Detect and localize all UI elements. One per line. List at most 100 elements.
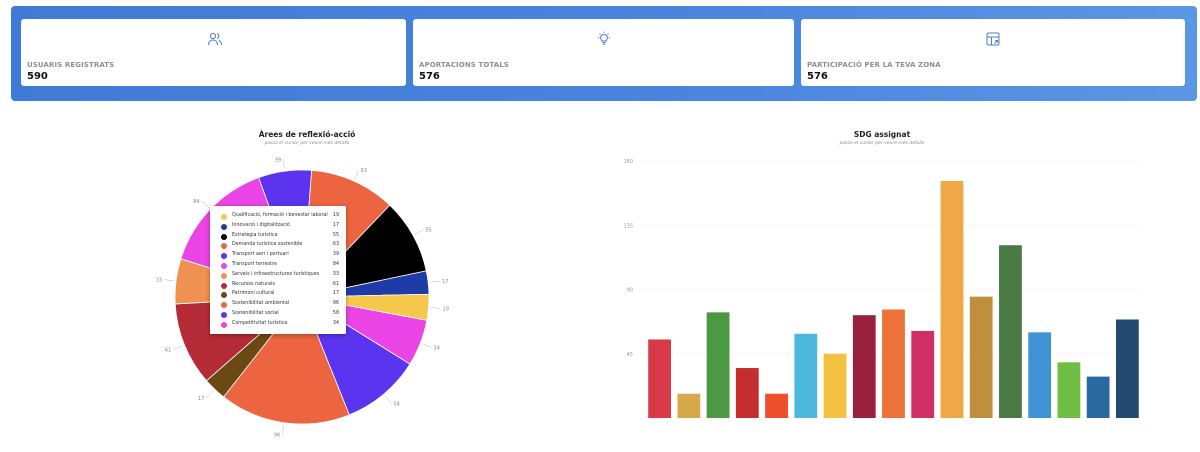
- legend-color-dot: [221, 302, 227, 309]
- stat-label: PARTICIPACIÓ PER LA TEVA ZONA: [807, 61, 941, 69]
- bar[interactable]: [794, 333, 818, 418]
- bar-chart-subtitle: passa el cursor per veure més detalls: [839, 141, 925, 146]
- legend-value: 34: [332, 320, 339, 326]
- bar-chart[interactable]: 45 90 135 180: [600, 0, 1200, 452]
- bar[interactable]: [852, 315, 876, 418]
- legend-color-dot: [221, 321, 227, 328]
- pie-data-label: 17: [442, 279, 448, 285]
- legend-value: 55: [332, 232, 339, 238]
- pie-label-line: [430, 280, 441, 283]
- legend-value: 39: [332, 252, 339, 258]
- y-tick-label: 90: [627, 288, 633, 294]
- bar[interactable]: [1028, 332, 1052, 418]
- pie-data-label: 58: [393, 401, 399, 407]
- legend-color-dot: [221, 263, 227, 269]
- stat-value: 576: [807, 71, 828, 82]
- legend-item: Estratègia turística 55: [210, 232, 346, 242]
- bar[interactable]: [1057, 362, 1081, 418]
- y-tick-label: 135: [623, 223, 633, 229]
- stat-card-users: USUARIS REGISTRATS 590: [21, 19, 406, 86]
- legend-color-dot: [221, 233, 227, 240]
- bar[interactable]: [823, 353, 847, 418]
- pie-data-label: 63: [361, 168, 367, 174]
- legend-item: Recursos naturals 61: [210, 281, 346, 291]
- legend-color-dot: [221, 312, 227, 318]
- legend-label: Innovació i digitalització: [232, 222, 290, 228]
- bar[interactable]: [735, 368, 759, 418]
- pie-label-line: [206, 390, 214, 399]
- bar[interactable]: [706, 312, 730, 418]
- pie-label-line: [201, 200, 209, 208]
- bar[interactable]: [911, 330, 935, 418]
- stat-card-zone: PARTICIPACIÓ PER LA TEVA ZONA 576: [801, 19, 1185, 86]
- legend-value: 17: [332, 291, 339, 297]
- legend-label: Demanda turística sostenible: [232, 242, 303, 248]
- legend-item: Demanda turística sostenible 63: [210, 241, 346, 251]
- pie-label-line: [164, 279, 175, 282]
- pie-data-label: 34: [434, 345, 440, 351]
- legend-value: 84: [332, 262, 339, 267]
- legend-item: Innovació i digitalització 17: [210, 222, 346, 232]
- bar[interactable]: [969, 296, 993, 418]
- legend-value: 33: [332, 271, 339, 277]
- pie-label-line: [430, 307, 441, 309]
- legend-item: Transport aeri i portuari 39: [210, 251, 346, 261]
- legend-color-dot: [221, 223, 227, 230]
- legend-label: Sostenibilitat ambiental: [232, 301, 290, 307]
- bar[interactable]: [1115, 319, 1139, 418]
- bar[interactable]: [765, 393, 788, 418]
- legend-item: Sostenibilitat social 58: [210, 310, 346, 320]
- map-icon: [986, 32, 1000, 46]
- stats-banner: USUARIS REGISTRATS 590 APORTACIONS TOTAL…: [11, 6, 1197, 101]
- users-icon: [208, 32, 222, 46]
- pie-data-label: 61: [165, 347, 171, 353]
- pie-data-label: 19: [443, 306, 449, 312]
- pie-label-line: [414, 229, 424, 235]
- legend-label: Sostenibilitat social: [232, 311, 279, 316]
- pie-label-line: [173, 345, 183, 350]
- legend-value: 17: [332, 222, 339, 228]
- bar[interactable]: [940, 180, 964, 418]
- pie-data-label: 33: [156, 278, 162, 284]
- pie-data-label: 39: [275, 157, 281, 163]
- pie-data-label: 96: [274, 433, 280, 439]
- legend-color-dot: [221, 243, 227, 250]
- pie-data-label: 17: [198, 396, 204, 402]
- legend-label: Qualificació, formació i benestar labora…: [232, 213, 328, 218]
- legend-label: Patrimoni cultural: [232, 291, 275, 297]
- stat-value: 576: [419, 71, 440, 82]
- pie-data-label: 84: [193, 199, 199, 205]
- legend-color-dot: [221, 214, 227, 220]
- pie-label-line: [384, 395, 392, 404]
- legend-label: Competitivitat turística: [232, 320, 288, 326]
- legend-value: 61: [332, 281, 339, 287]
- legend-value: 58: [332, 311, 339, 316]
- bar[interactable]: [999, 245, 1022, 418]
- legend-color-dot: [221, 253, 227, 260]
- legend-item: Serveis i infraestructures turístiques 33: [210, 271, 346, 281]
- legend-value: 96: [332, 301, 339, 307]
- legend-label: Estratègia turística: [232, 232, 278, 238]
- stat-label: APORTACIONS TOTALS: [419, 61, 509, 69]
- pie-label-line: [422, 343, 432, 348]
- legend-color-dot: [221, 272, 227, 279]
- bar[interactable]: [648, 339, 672, 418]
- pie-slice[interactable]: [223, 296, 350, 425]
- bar[interactable]: [677, 393, 701, 418]
- pie-chart-title: Àrees de reflexió-acció: [258, 130, 356, 139]
- legend-item: Patrimoni cultural 17: [210, 290, 346, 300]
- y-tick-label: 180: [623, 159, 633, 165]
- pie-label-line: [354, 169, 359, 180]
- pie-data-label: 55: [425, 227, 431, 233]
- legend-label: Serveis i infraestructures turístiques: [232, 271, 320, 277]
- pie-label-line: [282, 159, 285, 170]
- y-tick-label: 45: [627, 352, 633, 358]
- lightbulb-icon: [598, 31, 610, 45]
- pie-chart-subtitle: passa el cursor per veure més detalls: [264, 141, 350, 146]
- stat-card-contributions: APORTACIONS TOTALS 576: [413, 19, 794, 86]
- legend-item: Sostenibilitat ambiental 96: [210, 300, 346, 310]
- bar[interactable]: [1086, 376, 1110, 418]
- legend-label: Transport aeri i portuari: [232, 252, 289, 258]
- bar[interactable]: [882, 309, 905, 418]
- legend-item: Transport terrestre 84: [210, 261, 346, 271]
